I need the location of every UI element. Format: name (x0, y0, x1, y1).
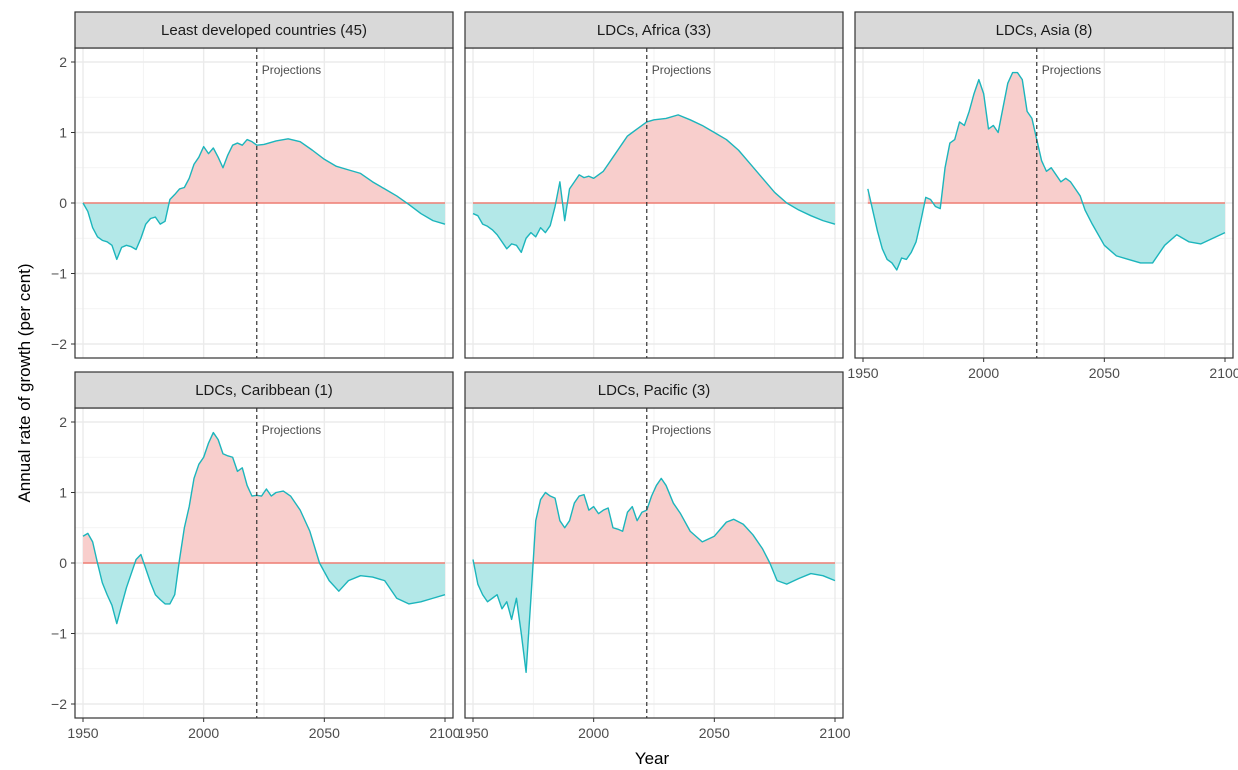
x-tick-label: 1950 (67, 725, 98, 741)
facet-strip-label: LDCs, Asia (8) (996, 22, 1093, 39)
y-tick-label: 0 (59, 195, 67, 211)
x-tick-label: 2100 (819, 725, 850, 741)
facet-strip-label: LDCs, Pacific (3) (598, 382, 711, 399)
x-tick-label: 2050 (1089, 365, 1120, 381)
positive-growth-area (83, 138, 445, 203)
panels-layer: Projections Least developed countries (45… (51, 11, 1238, 741)
growth-rate-line (82, 138, 446, 261)
y-tick-label: 1 (59, 485, 67, 501)
negative-growth-area (473, 563, 835, 673)
facet-strip (74, 11, 454, 49)
y-tick-label: 2 (59, 414, 67, 430)
facet-strip-label: LDCs, Caribbean (1) (195, 382, 333, 399)
panel: Projections LDCs, Asia (8) 1950 2000 2050 210… (847, 11, 1238, 381)
facet-strip (74, 371, 454, 409)
y-tick-label: −2 (51, 336, 67, 352)
y-tick-label: 0 (59, 555, 67, 571)
facet-strip (854, 11, 1234, 49)
negative-growth-area (867, 203, 1225, 270)
facet-strip (464, 371, 844, 409)
projection-label: Projections (1042, 63, 1101, 77)
x-tick-label: 2100 (429, 725, 460, 741)
x-tick-label: 1950 (457, 725, 488, 741)
negative-growth-area (83, 203, 445, 260)
facet-strip (464, 11, 844, 49)
positive-growth-area (83, 432, 445, 563)
x-tick-label: 1950 (847, 365, 878, 381)
positive-growth-area (473, 114, 835, 203)
y-tick-label: 2 (59, 54, 67, 70)
projection-label: Projections (652, 423, 711, 437)
growth-rate-line (472, 477, 836, 673)
y-axis-title: Annual rate of growth (per cent) (15, 263, 34, 502)
x-axis-title: Year (635, 749, 670, 768)
growth-rate-line (472, 114, 836, 254)
y-tick-label: −2 (51, 696, 67, 712)
positive-growth-area (867, 72, 1225, 203)
panel: Projections Least developed countries (45… (51, 11, 454, 359)
projection-label: Projections (652, 63, 711, 77)
panel: Projections LDCs, Africa (33) (464, 11, 844, 359)
facet-strip-label: LDCs, Africa (33) (597, 22, 711, 39)
y-tick-label: −1 (51, 626, 67, 642)
projection-label: Projections (262, 63, 321, 77)
panel: Projections LDCs, Pacific (3) 1950 2000 2050… (457, 371, 851, 741)
projection-label: Projections (262, 423, 321, 437)
y-tick-label: 1 (59, 125, 67, 141)
panel: Projections LDCs, Caribbean (1) −2 −1 0 1 2 195… (51, 371, 461, 741)
x-tick-label: 2050 (309, 725, 340, 741)
negative-growth-area (473, 203, 835, 253)
growth-rate-line (867, 71, 1226, 271)
y-tick-label: −1 (51, 266, 67, 282)
x-tick-label: 2000 (188, 725, 219, 741)
x-tick-label: 2100 (1209, 365, 1238, 381)
positive-growth-area (473, 478, 835, 563)
facet-strip-label: Least developed countries (45) (161, 22, 367, 39)
x-tick-label: 2000 (578, 725, 609, 741)
x-tick-label: 2050 (699, 725, 730, 741)
growth-rate-line (82, 431, 446, 625)
x-tick-label: 2000 (968, 365, 999, 381)
